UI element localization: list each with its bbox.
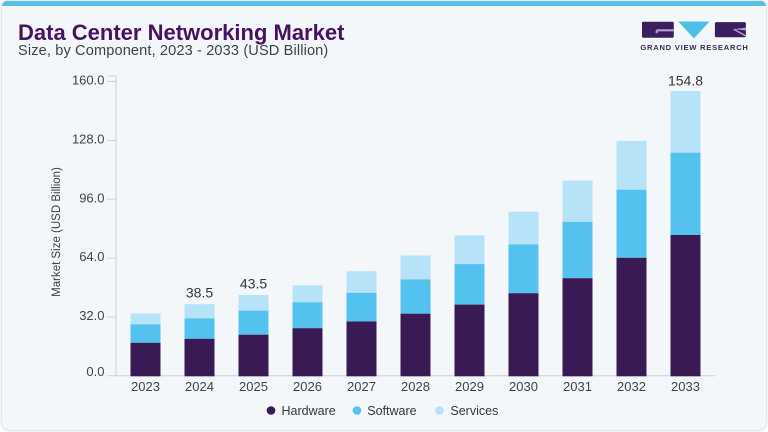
- svg-text:38.5: 38.5: [186, 285, 213, 301]
- svg-text:43.5: 43.5: [240, 276, 267, 292]
- svg-text:154.8: 154.8: [668, 72, 703, 88]
- svg-text:2032: 2032: [617, 379, 646, 394]
- svg-text:Data Center Networking Market: Data Center Networking Market: [18, 20, 345, 45]
- svg-text:96.0: 96.0: [79, 190, 104, 205]
- svg-text:Size, by Component, 2023 - 203: Size, by Component, 2023 - 2033 (USD Bil…: [18, 43, 328, 59]
- svg-text:2029: 2029: [455, 379, 484, 394]
- svg-text:2024: 2024: [185, 379, 214, 394]
- svg-text:2028: 2028: [401, 379, 430, 394]
- svg-text:Services: Services: [450, 404, 498, 418]
- svg-text:GRAND VIEW RESEARCH: GRAND VIEW RESEARCH: [640, 43, 748, 52]
- svg-text:2026: 2026: [293, 379, 322, 394]
- svg-text:2030: 2030: [509, 379, 538, 394]
- svg-text:2023: 2023: [131, 379, 160, 394]
- svg-text:Software: Software: [367, 404, 416, 418]
- svg-text:2033: 2033: [671, 379, 700, 394]
- svg-text:Market Size (USD Billion): Market Size (USD Billion): [51, 167, 63, 297]
- svg-text:2025: 2025: [239, 379, 268, 394]
- svg-text:Hardware: Hardware: [282, 404, 336, 418]
- svg-text:2027: 2027: [347, 379, 376, 394]
- svg-text:2031: 2031: [563, 379, 592, 394]
- svg-text:0.0: 0.0: [86, 364, 104, 379]
- svg-text:128.0: 128.0: [72, 132, 105, 147]
- svg-text:32.0: 32.0: [79, 308, 104, 323]
- svg-text:64.0: 64.0: [79, 249, 104, 264]
- svg-text:160.0: 160.0: [72, 73, 105, 88]
